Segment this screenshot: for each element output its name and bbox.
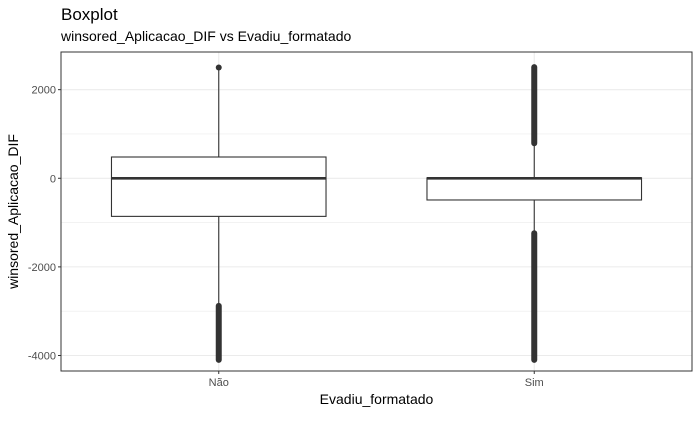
panel-border [60,51,693,372]
box [110,156,327,217]
chart-title: Boxplot [61,5,118,24]
y-tick-label: -4000 [28,350,56,362]
y-tick-label: 2000 [32,85,56,97]
x-axis-title: Evadiu_formatado [320,391,434,407]
x-tick-label: Sim [525,377,544,389]
y-tick-label: -2000 [28,262,56,274]
y-tick-label: 0 [50,173,56,185]
x-tick-label: Não [209,377,229,389]
y-axis-title: winsored_Aplicacao_DIF [5,134,21,290]
box [426,177,643,201]
chart-subtitle: winsored_Aplicacao_DIF vs Evadiu_formata… [61,28,352,44]
